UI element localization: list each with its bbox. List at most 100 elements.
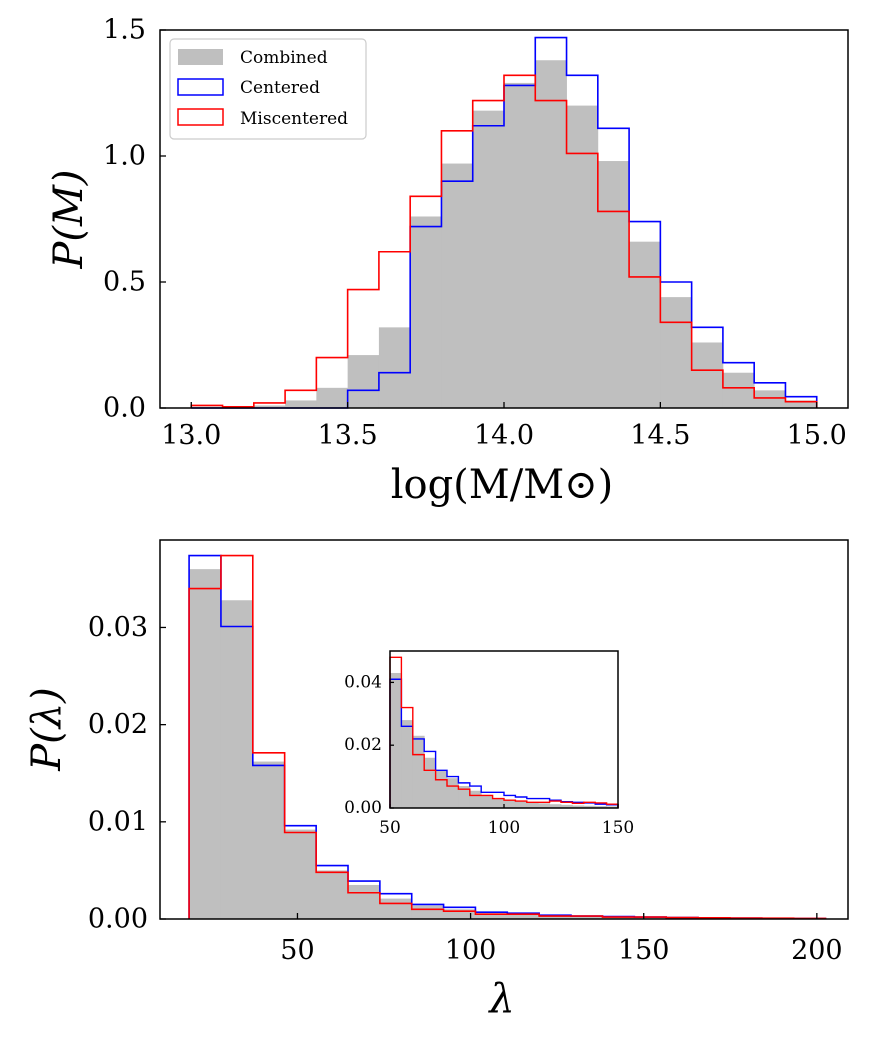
richness-y-tick-label: 0.02: [88, 709, 148, 740]
richness-y-axis-label: P(λ): [24, 687, 70, 771]
mass-combined-bar: [754, 390, 786, 408]
richness_inset-combined-bar: [469, 790, 482, 808]
richness_inset-combined-bar: [549, 804, 562, 808]
richness-x-tick-label: 100: [445, 935, 497, 966]
richness-x-axis-label: λ: [487, 976, 514, 1022]
mass-legend: Combined Centered Miscentered: [169, 38, 367, 140]
richness-x-tick-label: 50: [280, 935, 314, 966]
mass-y-tick-label: 0.0: [103, 393, 146, 424]
richness_inset-combined-bar: [572, 805, 585, 808]
richness-combined-bar: [348, 884, 381, 919]
richness-combined-bar: [443, 909, 476, 919]
mass-x-tick-label: 13.0: [161, 420, 221, 451]
richness-combined-bar: [189, 569, 222, 919]
richness_inset-combined-bar: [492, 798, 505, 808]
richness-combined-bar: [284, 829, 317, 919]
richness-combined-bar: [570, 916, 603, 919]
richness-y-tick-label: 0.01: [88, 806, 148, 837]
richness_inset-combined-bar: [606, 806, 619, 808]
mass-y-axis-label: P(M): [46, 169, 92, 269]
richness_inset-combined-bar: [481, 795, 493, 808]
richness-combined-bar: [475, 913, 508, 919]
richness_inset-combined-bar: [447, 778, 459, 808]
legend-swatch-combined: [178, 49, 223, 65]
richness-combined-bar: [411, 905, 444, 919]
richness_inset-combined-bar: [458, 786, 471, 808]
richness-combined-bar: [507, 914, 540, 919]
richness_inset-combined-bar: [424, 757, 436, 808]
mass-combined-bar: [316, 387, 349, 408]
richness_inset-combined-bar: [390, 672, 402, 808]
richness-miscentered-step-line: [188, 554, 827, 920]
richness_inset-x-tick-label: 50: [379, 818, 401, 838]
richness-combined-bar: [602, 917, 635, 919]
richness_inset-combined-bar: [526, 802, 539, 808]
mass-combined-bar: [629, 241, 661, 408]
richness_inset-combined-bar: [595, 806, 607, 808]
richness_inset-combined-bar: [515, 801, 528, 808]
richness-combined-bar: [539, 915, 572, 919]
mass-y-tick-label: 1.5: [103, 15, 146, 46]
richness-x-tick-label: 200: [791, 935, 843, 966]
mass-combined-bar: [722, 372, 755, 408]
richness_inset-y-tick-label: 0.00: [344, 798, 382, 818]
richness-y-tick-label: 0.03: [88, 612, 148, 643]
richness-inset-panel: 50 100 150 0.00 0.02 0.04: [344, 650, 634, 838]
mass-centered-step-line: [191, 36, 818, 409]
legend-label-combined: Combined: [240, 48, 328, 68]
richness_inset-y-tick-label: 0.02: [344, 735, 382, 755]
richness-combined-bar: [252, 761, 286, 919]
richness-histogram-plot-area: [188, 554, 827, 920]
mass-histogram-plot-area: [190, 36, 818, 409]
richness_inset-combined-bar: [401, 720, 414, 808]
richness-y-tick-label: 0.00: [88, 904, 148, 935]
mass-combined-bar: [535, 60, 567, 409]
richness-combined-bar: [316, 870, 349, 919]
mass-histogram-axes: 13.0 13.5 14.0 14.5 15.0 0.0 0.5 1.0 1.5: [103, 15, 847, 452]
richness-x-tick-label: 150: [618, 935, 670, 966]
richness_inset-x-tick-label: 150: [602, 818, 634, 838]
richness_inset-combined-bar: [538, 803, 550, 808]
mass-combined-bar: [410, 216, 442, 408]
richness_inset-miscentered-step-line: [389, 656, 619, 808]
mass-combined-bar: [378, 327, 411, 408]
richness_inset-x-tick-label: 100: [488, 818, 520, 838]
richness_inset-combined-bar: [583, 805, 596, 808]
mass-y-tick-label: 0.5: [103, 267, 146, 298]
mass-combined-bar: [597, 161, 630, 408]
mass-combined-bar: [785, 400, 818, 408]
mass-combined-bar: [472, 110, 505, 408]
mass-histogram-panel: 13.0 13.5 14.0 14.5 15.0 0.0 0.5 1.0 1.5 P(M) lo…: [46, 15, 849, 508]
legend-label-centered: Centered: [240, 78, 320, 98]
richness-histogram-axes: 50 100 150 200 0.00 0.01 0.02 0.03: [88, 612, 843, 966]
mass-x-tick-label: 14.5: [630, 420, 690, 451]
mass-x-tick-label: 14.0: [474, 420, 534, 451]
richness_inset-combined-bar: [561, 804, 573, 808]
mass-combined-bar: [285, 400, 317, 408]
mass-miscentered-step-line: [190, 74, 818, 408]
legend-swatch-miscentered: [177, 108, 224, 126]
mass-combined-bar: [660, 297, 693, 408]
legend-swatch-centered: [177, 78, 224, 96]
richness-inset-axes: 50 100 150 0.00 0.02 0.04: [344, 672, 634, 838]
mass-combined-bar: [566, 105, 599, 408]
richness-inset-plot-area: [389, 656, 619, 808]
richness_inset-combined-bar: [504, 800, 516, 808]
mass-combined-bar: [253, 405, 286, 408]
mass-x-tick-label: 13.5: [318, 420, 378, 451]
mass-x-tick-label: 15.0: [787, 420, 847, 451]
richness_inset-combined-bar: [435, 770, 448, 808]
richness-histogram-frame: [159, 539, 849, 920]
richness-combined-bar: [379, 898, 413, 919]
richness_inset-y-tick-label: 0.04: [344, 672, 382, 692]
mass-y-tick-label: 1.0: [103, 141, 146, 172]
mass-combined-bar: [504, 82, 536, 409]
richness_inset-combined-bar: [412, 735, 425, 808]
mass-x-axis-label: log(M/M⊙): [391, 462, 614, 508]
mass-combined-bar: [691, 342, 724, 408]
mass-combined-bar: [347, 355, 380, 408]
richness-combined-bar: [220, 600, 254, 919]
richness-histogram-panel: 50 100 150 200 0.00 0.01 0.02 0.03 P(λ) λ 50 100…: [24, 539, 849, 1022]
mass-combined-bar: [441, 163, 474, 408]
